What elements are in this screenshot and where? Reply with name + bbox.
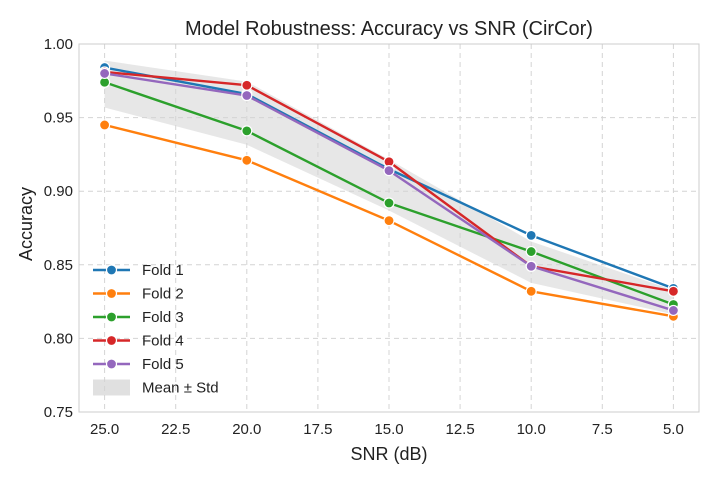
- legend-item-fold-1: Fold 1: [93, 262, 184, 279]
- data-point: [525, 285, 537, 297]
- legend-label: Fold 3: [142, 309, 184, 326]
- data-point: [98, 119, 111, 131]
- legend-label: Fold 2: [142, 286, 184, 303]
- x-tick-label: 17.5: [303, 421, 332, 438]
- legend-marker: [105, 264, 118, 276]
- legend-marker: [105, 287, 118, 300]
- y-tick-label: 0.90: [44, 183, 73, 200]
- x-tick-label: 12.5: [445, 421, 474, 438]
- y-tick-label: 0.85: [44, 257, 73, 274]
- plot-border: [78, 43, 700, 413]
- y-tick-label: 0.75: [44, 404, 73, 421]
- chart-title: Model Robustness: Accuracy vs SNR (CirCo…: [185, 18, 593, 40]
- plot-area: 25.0 22.5 20.0 17.5 15.0 12.5 10.0 7.5 5.0 0.75 0.…: [44, 36, 700, 438]
- legend-item-fold-3: Fold 3: [93, 309, 184, 326]
- legend-item-fold-2: Fold 2: [93, 286, 184, 303]
- data-point: [241, 79, 253, 91]
- x-tick-label: 22.5: [161, 421, 190, 438]
- y-tick-label: 0.80: [44, 330, 73, 347]
- x-tick-label: 5.0: [663, 421, 684, 438]
- data-point: [383, 197, 395, 209]
- legend-marker: [105, 311, 118, 323]
- data-point: [525, 245, 537, 258]
- data-point: [667, 285, 680, 297]
- series-fold-5: [98, 67, 680, 317]
- x-tick-label: 20.0: [232, 421, 261, 438]
- data-point: [383, 164, 395, 177]
- legend-label: Fold 5: [142, 356, 184, 373]
- x-tick-label: 7.5: [592, 421, 613, 438]
- legend-label: Mean ± Std: [142, 380, 219, 397]
- y-axis-title: Accuracy: [16, 187, 36, 261]
- y-tick-label: 1.00: [44, 36, 73, 53]
- series-fold-2: [98, 119, 680, 322]
- legend-label: Fold 1: [142, 262, 184, 279]
- legend-marker: [105, 334, 118, 347]
- legend-band-swatch: [93, 379, 130, 396]
- x-axis-title: SNR (dB): [350, 444, 427, 464]
- data-point: [98, 67, 111, 80]
- data-point: [667, 304, 680, 317]
- data-point: [241, 125, 253, 137]
- data-point: [383, 215, 395, 227]
- data-point: [241, 154, 253, 166]
- legend-label: Fold 4: [142, 333, 184, 350]
- data-point: [525, 229, 537, 241]
- x-tick-label: 10.0: [517, 421, 546, 438]
- x-tick-label: 15.0: [374, 421, 403, 438]
- legend-item-fold-5: Fold 5: [93, 356, 184, 373]
- x-tick-label: 25.0: [90, 421, 119, 438]
- data-point: [525, 260, 537, 272]
- legend-item-fold-4: Fold 4: [93, 333, 184, 350]
- series-fold-3: [98, 76, 680, 311]
- legend-item-band: Mean ± Std: [93, 379, 219, 397]
- y-tick-label: 0.95: [44, 110, 73, 127]
- data-point: [241, 89, 253, 102]
- legend-marker: [105, 358, 118, 370]
- legend: Fold 1 Fold 2 Fold 3 Fold 4 Fold 5 Mean ± Std: [93, 262, 219, 397]
